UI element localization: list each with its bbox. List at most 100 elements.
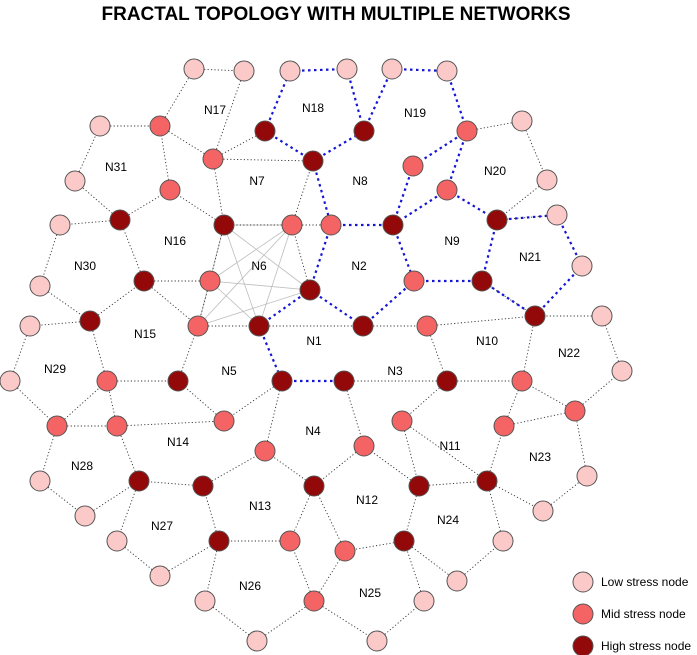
network-edge xyxy=(496,179,548,221)
face-label-n10: N10 xyxy=(476,334,498,348)
high-stress-node[interactable] xyxy=(382,214,404,236)
low-stress-node[interactable] xyxy=(492,530,514,552)
low-stress-node[interactable] xyxy=(436,60,458,82)
mid-stress-node[interactable] xyxy=(281,214,303,236)
low-stress-node[interactable] xyxy=(571,255,593,277)
face-label-n31: N31 xyxy=(105,160,127,174)
mid-stress-node[interactable] xyxy=(96,370,118,392)
high-stress-node[interactable] xyxy=(192,475,214,497)
face-label-n25: N25 xyxy=(359,586,381,600)
low-stress-node[interactable] xyxy=(611,360,633,382)
high-stress-node[interactable] xyxy=(299,279,321,301)
high-stress-node[interactable] xyxy=(128,470,150,492)
mid-stress-node[interactable] xyxy=(456,120,478,142)
face-label-n22: N22 xyxy=(558,346,580,360)
low-stress-node[interactable] xyxy=(194,590,216,612)
mid-stress-node[interactable] xyxy=(149,115,171,137)
network-edge xyxy=(521,120,548,181)
face-label-n8: N8 xyxy=(352,174,368,188)
high-stress-node[interactable] xyxy=(167,370,189,392)
low-stress-node[interactable] xyxy=(532,500,554,522)
mid-stress-node[interactable] xyxy=(493,415,515,437)
low-stress-node[interactable] xyxy=(233,60,255,82)
low-stress-node[interactable] xyxy=(336,58,358,80)
mid-stress-node[interactable] xyxy=(254,440,276,462)
high-stress-node[interactable] xyxy=(248,315,270,337)
low-stress-node[interactable] xyxy=(279,60,301,82)
high-stress-node[interactable] xyxy=(353,120,375,142)
low-stress-node[interactable] xyxy=(183,58,205,80)
network-edge xyxy=(403,540,425,602)
low-stress-node[interactable] xyxy=(511,110,533,132)
high-stress-node[interactable] xyxy=(254,120,276,142)
high-stress-node[interactable] xyxy=(471,270,493,292)
low-stress-node[interactable] xyxy=(89,115,111,137)
mid-stress-node[interactable] xyxy=(303,590,325,612)
high-stress-node[interactable] xyxy=(333,370,355,392)
mid-stress-node[interactable] xyxy=(106,415,128,437)
network-edge xyxy=(159,125,171,191)
low-stress-node[interactable] xyxy=(74,505,96,527)
mid-stress-node[interactable] xyxy=(334,540,356,562)
mid-stress-node[interactable] xyxy=(187,315,209,337)
low-stress-node[interactable] xyxy=(149,565,171,587)
low-stress-node[interactable] xyxy=(413,590,435,612)
mid-stress-node[interactable] xyxy=(46,415,68,437)
low-stress-node[interactable] xyxy=(546,204,568,226)
high-stress-node[interactable] xyxy=(303,475,325,497)
low-stress-node[interactable] xyxy=(576,465,598,487)
low-stress-node[interactable] xyxy=(29,275,51,297)
high-stress-node[interactable] xyxy=(408,475,430,497)
low-stress-node[interactable] xyxy=(19,315,41,337)
network-edge xyxy=(159,68,195,127)
low-stress-node[interactable] xyxy=(64,170,86,192)
mid-stress-node[interactable] xyxy=(391,410,413,432)
high-stress-node[interactable] xyxy=(524,305,546,327)
face-label-n27: N27 xyxy=(151,519,173,533)
mid-stress-node[interactable] xyxy=(202,148,224,170)
high-stress-node[interactable] xyxy=(486,209,508,231)
high-stress-node[interactable] xyxy=(213,214,235,236)
face-label-n6: N6 xyxy=(251,259,267,273)
high-stress-node[interactable] xyxy=(271,370,293,392)
mid-stress-node[interactable] xyxy=(403,270,425,292)
high-stress-node[interactable] xyxy=(79,310,101,332)
primary-network-edge xyxy=(392,189,448,226)
low-stress-node[interactable] xyxy=(591,305,613,327)
low-stress-node[interactable] xyxy=(0,370,21,392)
high-stress-node[interactable] xyxy=(302,150,324,172)
low-stress-node[interactable] xyxy=(446,570,468,592)
low-stress-node[interactable] xyxy=(366,630,388,652)
mid-stress-node[interactable] xyxy=(416,315,438,337)
mid-stress-node[interactable] xyxy=(279,530,301,552)
high-stress-node[interactable] xyxy=(476,470,498,492)
high-stress-node[interactable] xyxy=(436,370,458,392)
low-stress-node[interactable] xyxy=(536,169,558,191)
mid-stress-node[interactable] xyxy=(436,179,458,201)
network-nodes xyxy=(0,58,633,652)
face-label-n17: N17 xyxy=(204,103,226,117)
mid-stress-node[interactable] xyxy=(199,270,221,292)
low-stress-node[interactable] xyxy=(381,58,403,80)
network-edge xyxy=(289,540,315,602)
mid-stress-node[interactable] xyxy=(353,435,375,457)
network-edge xyxy=(56,380,108,427)
high-stress-node[interactable] xyxy=(208,530,230,552)
high-stress-node[interactable] xyxy=(352,315,374,337)
mid-stress-node[interactable] xyxy=(402,155,424,177)
high-stress-node[interactable] xyxy=(133,270,155,292)
low-stress-node[interactable] xyxy=(49,214,71,236)
network-edge xyxy=(291,224,311,291)
mid-stress-node[interactable] xyxy=(564,400,586,422)
low-stress-node[interactable] xyxy=(106,530,128,552)
low-stress-node[interactable] xyxy=(29,470,51,492)
mid-stress-node[interactable] xyxy=(159,179,181,201)
mesh-edge xyxy=(197,289,311,327)
mid-stress-node[interactable] xyxy=(213,410,235,432)
low-stress-node[interactable] xyxy=(246,630,268,652)
high-stress-node[interactable] xyxy=(109,209,131,231)
mid-stress-node[interactable] xyxy=(320,214,342,236)
face-label-n14: N14 xyxy=(167,435,189,449)
high-stress-node[interactable] xyxy=(393,530,415,552)
mid-stress-node[interactable] xyxy=(511,370,533,392)
